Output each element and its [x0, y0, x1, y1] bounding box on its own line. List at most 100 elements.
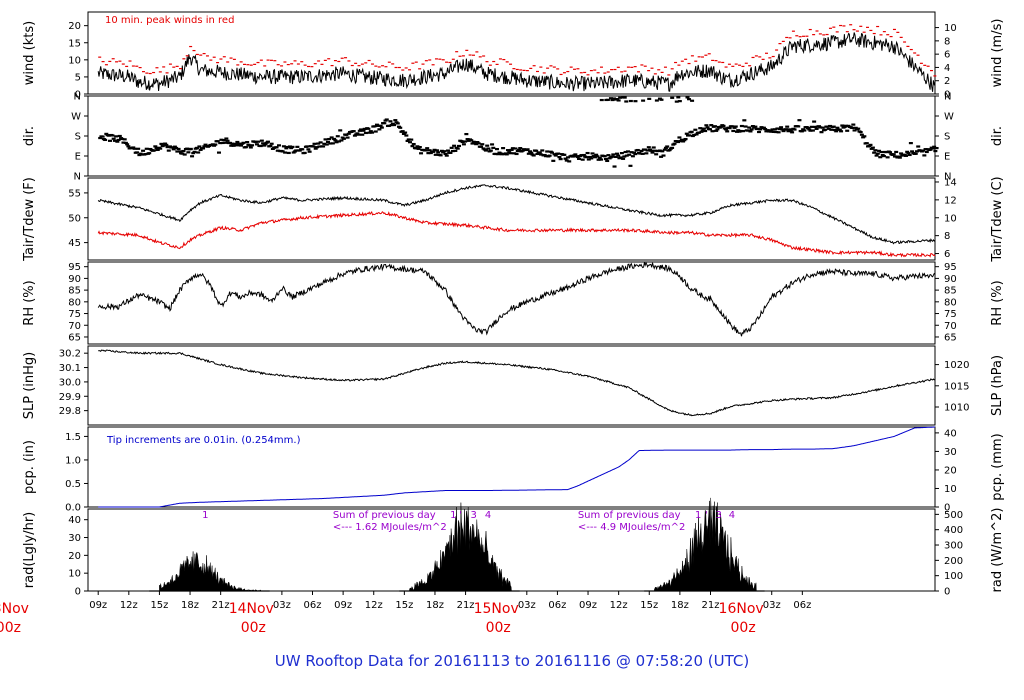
direction-point	[176, 147, 181, 151]
direction-point	[835, 126, 840, 129]
direction-point	[182, 153, 187, 156]
direction-point	[586, 158, 591, 161]
direction-point	[654, 153, 659, 156]
direction-point	[312, 142, 317, 145]
direction-point	[632, 151, 637, 154]
temp-right-tick-label: 6	[944, 249, 950, 260]
direction-point	[906, 152, 911, 155]
dir-left-tick-label: S	[75, 132, 81, 143]
direction-point	[622, 96, 627, 99]
direction-point	[404, 134, 409, 137]
direction-point	[122, 138, 127, 141]
direction-point	[218, 141, 223, 145]
direction-point	[98, 136, 103, 140]
direction-point	[602, 155, 607, 158]
direction-point	[389, 123, 394, 127]
direction-point	[723, 128, 728, 131]
series-tair	[97, 184, 936, 245]
slp-frame	[87, 345, 936, 426]
panel-slp: SLP (inHg) SLP (hPa) 29.8 29.9 30.0 30.1 30.2 1…	[22, 345, 1005, 426]
day-sublabel: 00z	[241, 620, 266, 636]
direction-point	[858, 131, 863, 134]
direction-point	[470, 142, 475, 145]
direction-point	[714, 129, 719, 132]
direction-point	[501, 147, 506, 150]
direction-point	[665, 145, 670, 148]
direction-point	[746, 129, 751, 132]
direction-point	[269, 142, 274, 145]
direction-point	[540, 149, 545, 152]
direction-point	[709, 124, 714, 127]
direction-point	[862, 135, 867, 138]
direction-point	[689, 130, 694, 133]
direction-point	[888, 151, 893, 154]
slp-right-tick-label: 1010	[944, 403, 969, 414]
wind-left-tick-label: 0	[75, 90, 81, 101]
direction-point	[241, 141, 246, 144]
direction-point	[809, 125, 814, 128]
direction-point	[873, 149, 878, 152]
pcp-frame	[87, 426, 936, 508]
direction-point	[694, 133, 699, 136]
pcp-left-tick-label: 0.0	[65, 503, 81, 514]
direction-point	[641, 99, 646, 102]
direction-point	[742, 119, 747, 122]
direction-point	[143, 152, 148, 156]
direction-point	[213, 143, 218, 146]
direction-point	[635, 148, 640, 152]
direction-point	[618, 156, 623, 159]
direction-point	[765, 129, 770, 132]
direction-point	[123, 141, 128, 145]
direction-point	[899, 152, 904, 155]
direction-point	[274, 146, 279, 149]
direction-point	[651, 146, 656, 149]
direction-point	[117, 134, 122, 138]
direction-point	[465, 138, 470, 141]
direction-point	[643, 148, 648, 151]
direction-point	[508, 152, 513, 155]
wind-frame	[87, 11, 936, 95]
direction-point	[144, 147, 149, 150]
time-tick-label: 18z	[671, 600, 689, 611]
direction-point	[647, 97, 652, 100]
direction-point	[313, 147, 318, 150]
direction-point	[719, 125, 724, 128]
direction-point	[499, 153, 504, 156]
slp-right-label: SLP (hPa)	[990, 355, 1005, 416]
rad-right-tick-label: 200	[944, 556, 963, 567]
series-tdew	[97, 210, 936, 258]
direction-point	[276, 144, 281, 147]
direction-point	[610, 98, 615, 102]
direction-point	[808, 129, 813, 132]
direction-point	[483, 149, 488, 152]
direction-point	[859, 133, 864, 136]
direction-point	[907, 153, 912, 157]
direction-point	[372, 125, 377, 128]
direction-point	[770, 128, 775, 131]
direction-point	[831, 125, 836, 128]
direction-point	[721, 124, 726, 128]
rh-frame	[87, 261, 936, 345]
direction-point	[699, 130, 704, 133]
direction-point	[640, 152, 645, 155]
radiation-day-2	[409, 502, 512, 592]
direction-point	[171, 148, 176, 151]
direction-point	[111, 137, 116, 140]
time-tick-label: 12z	[120, 600, 138, 611]
direction-point	[392, 123, 397, 127]
direction-point	[410, 145, 415, 148]
direction-point	[356, 133, 361, 136]
direction-point	[509, 148, 514, 151]
wind-right-label: wind (m/s)	[990, 19, 1005, 88]
direction-point	[513, 147, 518, 150]
direction-point	[427, 149, 432, 152]
direction-point	[676, 96, 681, 99]
direction-point	[155, 148, 160, 152]
direction-point	[738, 129, 743, 133]
direction-point	[610, 155, 615, 158]
rh-left-tick-label: 65	[68, 332, 81, 343]
direction-point	[414, 147, 419, 150]
direction-point	[370, 131, 375, 134]
direction-point	[192, 150, 197, 153]
direction-point	[228, 141, 233, 145]
